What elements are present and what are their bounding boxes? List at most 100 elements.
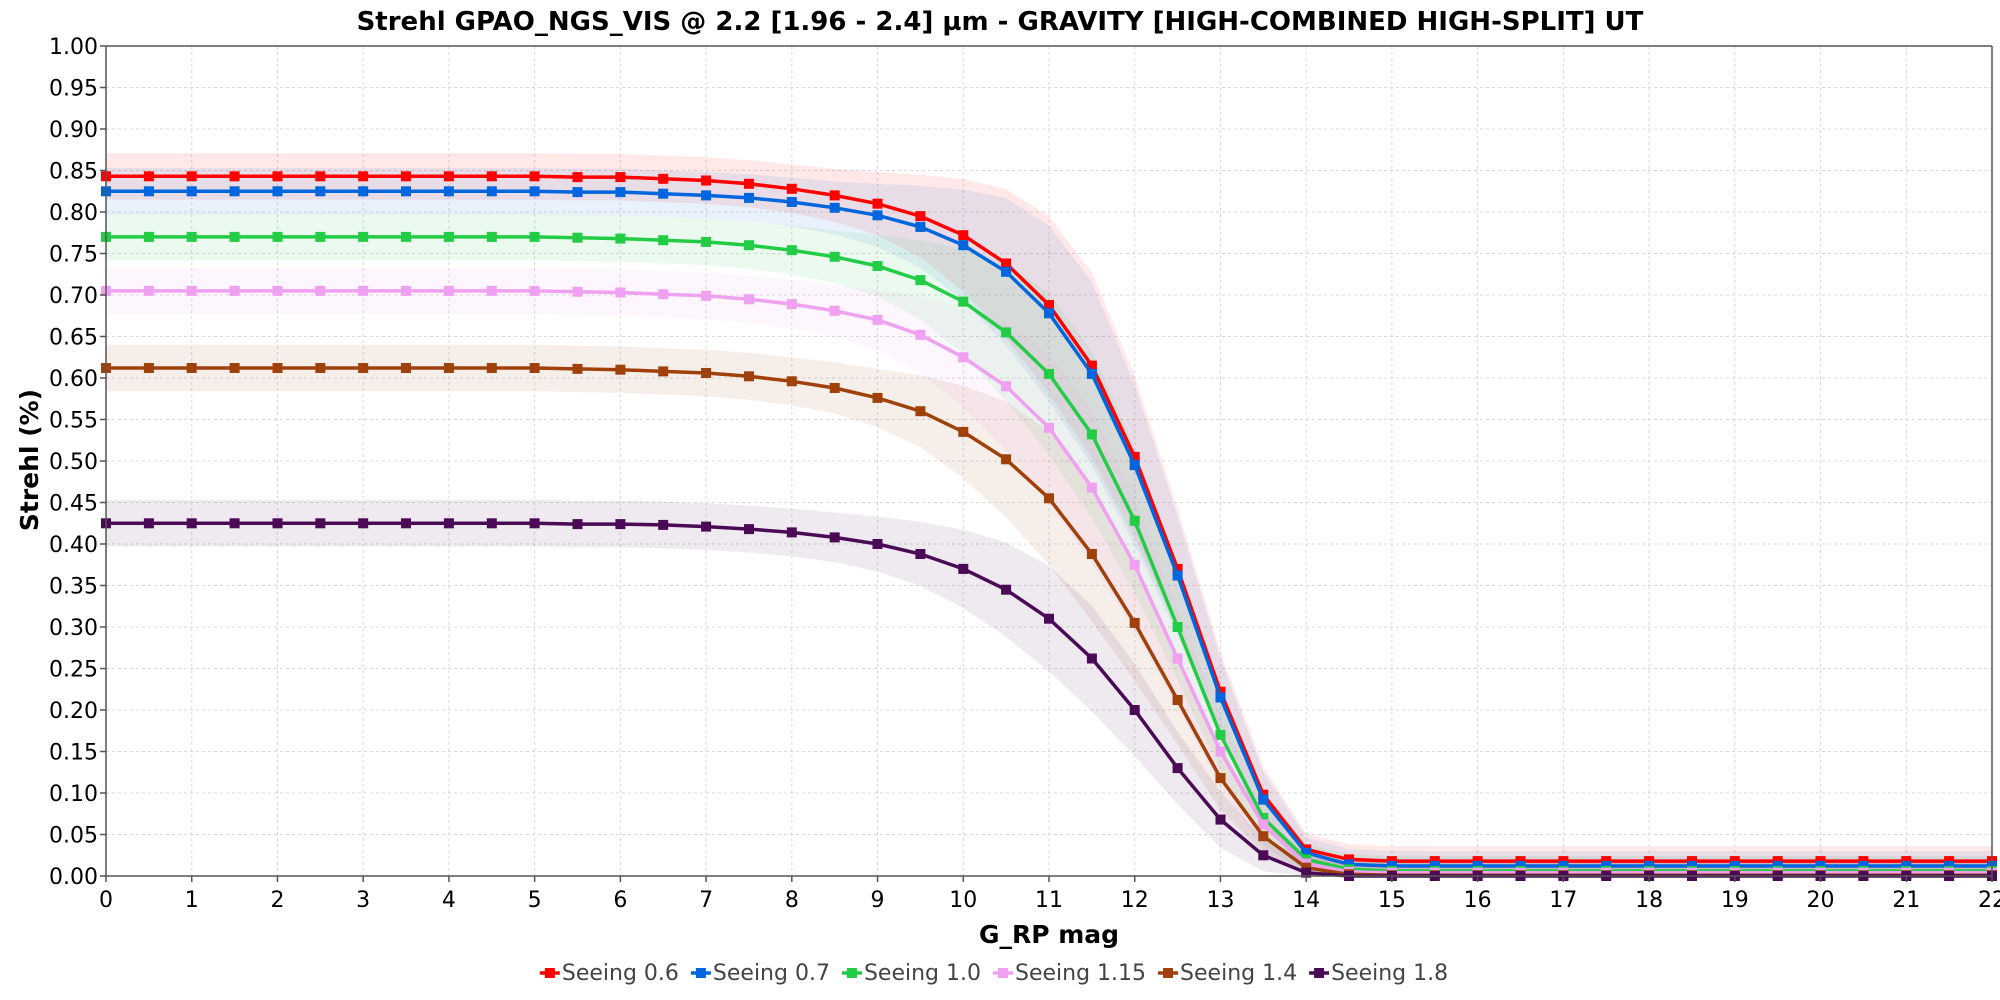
- data-point: [1129, 617, 1140, 628]
- legend-label: Seeing 1.15: [1015, 961, 1146, 986]
- data-point: [486, 171, 497, 182]
- data-point: [443, 186, 454, 197]
- x-tick-label: 12: [1121, 888, 1149, 913]
- data-point: [401, 518, 411, 529]
- data-point: [915, 275, 926, 286]
- data-point: [1215, 686, 1226, 697]
- data-point: [443, 285, 454, 296]
- data-point: [615, 287, 626, 298]
- data-point: [1301, 847, 1312, 858]
- y-tick-label: 0.50: [49, 450, 98, 475]
- y-tick-label: 0.15: [49, 741, 98, 766]
- data-point: [272, 363, 283, 373]
- legend-item: Seeing 1.4: [1158, 961, 1297, 986]
- x-tick-label: 11: [1035, 888, 1063, 913]
- x-tick-label: 0: [99, 888, 113, 913]
- data-point: [1044, 300, 1054, 310]
- data-point: [658, 289, 669, 300]
- data-point: [272, 285, 283, 296]
- data-point: [272, 171, 283, 182]
- data-point: [872, 198, 883, 209]
- data-point: [486, 285, 497, 296]
- data-point: [272, 231, 283, 242]
- data-point: [486, 518, 497, 529]
- data-point: [1001, 258, 1012, 269]
- legend-item: Seeing 0.7: [690, 961, 830, 986]
- data-point: [1301, 867, 1312, 878]
- data-point: [1172, 563, 1183, 574]
- data-point: [701, 290, 712, 301]
- data-point: [315, 231, 326, 242]
- data-point: [829, 202, 840, 213]
- data-point: [1086, 482, 1097, 493]
- grid: [105, 45, 1993, 877]
- x-tick-label: 17: [1549, 888, 1577, 913]
- data-point: [401, 285, 411, 296]
- data-point: [229, 186, 240, 197]
- legend-label: Seeing 0.7: [713, 961, 830, 986]
- data-point: [358, 285, 369, 296]
- x-tick-label: 13: [1206, 888, 1234, 913]
- data-point: [1044, 613, 1054, 624]
- data-point: [786, 197, 797, 207]
- data-point: [658, 519, 669, 530]
- data-point: [658, 188, 669, 199]
- data-point: [358, 186, 369, 197]
- data-point: [1001, 454, 1012, 465]
- data-point: [572, 519, 583, 530]
- data-point: [658, 173, 669, 184]
- data-point: [786, 245, 797, 256]
- x-tick-label: 2: [270, 888, 284, 913]
- data-point: [315, 285, 326, 296]
- data-point: [658, 235, 669, 246]
- data-point: [744, 371, 754, 382]
- data-point: [615, 364, 626, 375]
- legend-label: Seeing 1.0: [864, 961, 981, 986]
- legend-item: Seeing 1.0: [841, 961, 981, 986]
- data-point: [443, 518, 454, 529]
- data-point: [443, 363, 454, 373]
- y-tick-label: 0.40: [49, 533, 98, 558]
- data-point: [915, 329, 926, 340]
- series-band: [106, 213, 1992, 876]
- data-point: [872, 539, 883, 549]
- data-point: [1129, 451, 1140, 462]
- data-point: [658, 366, 669, 377]
- data-point: [1044, 422, 1054, 433]
- data-point: [1129, 559, 1140, 570]
- data-point: [1215, 773, 1226, 784]
- x-tick-label: 5: [528, 888, 542, 913]
- y-tick-label: 0.75: [49, 243, 98, 268]
- data-point: [401, 171, 411, 182]
- data-point: [1001, 266, 1012, 277]
- data-point: [958, 240, 969, 251]
- data-point: [829, 190, 840, 201]
- data-point: [915, 221, 926, 232]
- data-point: [829, 532, 840, 543]
- data-point: [186, 363, 197, 373]
- data-point: [958, 426, 969, 437]
- data-point: [958, 296, 969, 307]
- legend-swatch-marker: [695, 968, 706, 978]
- data-point: [1215, 692, 1226, 703]
- series-band: [106, 267, 1992, 877]
- legend-swatch-marker: [1163, 968, 1174, 978]
- data-point: [744, 178, 754, 189]
- x-tick-label: 14: [1292, 888, 1320, 913]
- x-tick-label: 7: [699, 888, 713, 913]
- legend-label: Seeing 0.6: [562, 961, 679, 986]
- data-point: [1172, 695, 1183, 705]
- data-point: [915, 549, 926, 559]
- data-point: [529, 231, 540, 242]
- data-point: [143, 285, 154, 296]
- data-point: [958, 563, 969, 574]
- data-point: [486, 186, 497, 197]
- x-tick-label: 20: [1807, 888, 1835, 913]
- data-point: [572, 232, 583, 243]
- y-axis-label: Strehl (%): [15, 389, 44, 531]
- data-point: [229, 231, 240, 242]
- data-point: [315, 518, 326, 529]
- data-point: [529, 171, 540, 182]
- data-point: [915, 211, 926, 222]
- data-point: [358, 363, 369, 373]
